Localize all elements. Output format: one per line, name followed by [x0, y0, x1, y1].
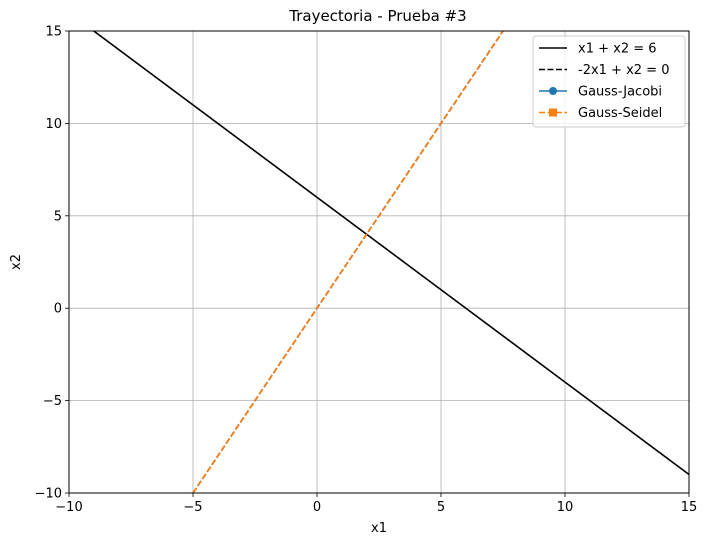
x-tick-label: 0 [313, 500, 321, 515]
legend: x1 + x2 = 6 -2x1 + x2 = 0 Gauss-Jacobi Gaus… [532, 35, 686, 128]
y-tick-label: 15 [45, 25, 62, 40]
x-axis-label: x1 [371, 521, 387, 536]
legend-label: -2x1 + x2 = 0 [578, 63, 669, 78]
y-axis-label: x2 [9, 254, 24, 270]
series-line-x1-x2-6 [92, 31, 689, 476]
legend-frame [532, 35, 686, 128]
x-tick-label: 15 [681, 500, 698, 515]
series-layer [92, 31, 689, 493]
x-tick-label: 5 [437, 500, 445, 515]
legend-label: Gauss-Jacobi [578, 85, 662, 100]
chart-title: Trayectoria - Prueba #3 [288, 7, 466, 25]
ticks: −10 −5 0 5 10 15 −10 −5 0 5 10 15 [35, 25, 698, 516]
y-tick-label: 10 [45, 117, 62, 132]
x-tick-label: −5 [183, 500, 202, 515]
legend-label: x1 + x2 = 6 [578, 42, 657, 57]
y-tick-label: 0 [54, 302, 62, 317]
x-tick-label: 10 [557, 500, 574, 515]
y-tick-label: −10 [35, 487, 62, 502]
y-tick-label: 5 [54, 209, 62, 224]
series-line-gauss-seidel [192, 31, 504, 493]
y-tick-label: −5 [43, 394, 62, 409]
legend-label: Gauss-Seidel [578, 106, 662, 121]
plot-frame [68, 30, 690, 494]
legend-marker-square [549, 108, 557, 117]
x-tick-label: −10 [55, 500, 82, 515]
legend-marker-circle [549, 87, 557, 95]
